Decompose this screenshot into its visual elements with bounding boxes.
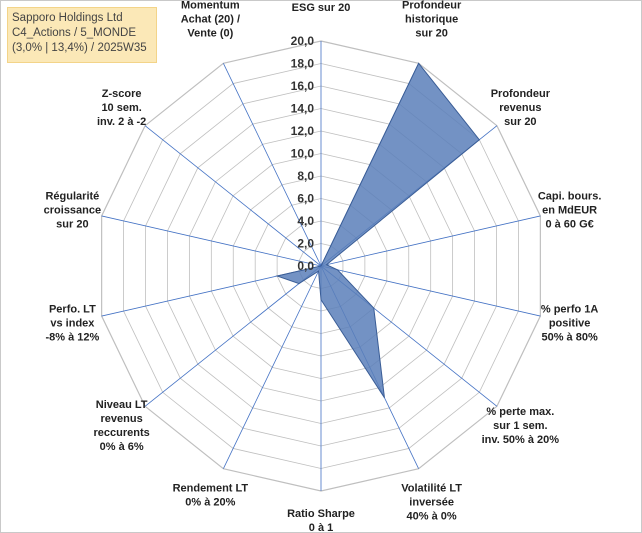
axis-spoke — [144, 265, 322, 407]
title-box: Sapporo Holdings Ltd C4_Actions / 5_MOND… — [7, 7, 157, 63]
axis-label: % perfo 1A positive 50% à 80% — [541, 304, 599, 344]
axis-spoke — [223, 63, 322, 267]
axis-spoke — [101, 215, 322, 267]
axis-label: Z-score 10 sem. inv. 2 à -2 — [97, 88, 146, 128]
axis-label: Profondeur historique sur 20 — [402, 0, 462, 39]
tick-label: 20,0 — [291, 34, 315, 48]
title-line-2: C4_Actions / 5_MONDE — [12, 27, 136, 39]
data-series-area — [275, 62, 481, 399]
axis-label: % perte max. sur 1 sem. inv. 50% à 20% — [482, 406, 560, 446]
axis-label: Volatilité LT inversée 40% à 0% — [401, 483, 462, 523]
title-line-3: (3,0% | 13,4%) / 2025W35 — [12, 42, 147, 54]
axis-label: Régularité croissance sur 20 — [44, 190, 101, 230]
axis-spoke — [320, 215, 541, 267]
tick-label: 16,0 — [291, 79, 315, 93]
tick-label: 12,0 — [291, 124, 315, 138]
axis-label: NoteESG sur 20 — [292, 0, 351, 14]
axis-label: Capi. bours. en MdEUR 0 à 60 G€ — [538, 190, 602, 230]
axis-label: Niveau LT revenus reccurents 0% à 6% — [94, 399, 150, 453]
tick-label: 6,0 — [297, 192, 314, 206]
axis-label: Profondeur revenus sur 20 — [491, 88, 551, 128]
tick-label: 4,0 — [297, 214, 314, 228]
axis-spoke — [320, 265, 541, 317]
axis-spoke — [223, 265, 322, 469]
tick-label: 8,0 — [297, 169, 314, 183]
title-line-1: Sapporo Holdings Ltd — [12, 12, 123, 24]
tick-label: 0,0 — [297, 259, 314, 273]
axis-label: Ratio Sharpe 0 à 1 — [287, 508, 355, 533]
tick-label: 14,0 — [291, 102, 315, 116]
axis-label: Perfo. LT vs index -8% à 12% — [45, 304, 99, 344]
axis-label: Momentum Achat (20) / Vente (0) — [181, 0, 240, 39]
axis-spoke — [144, 125, 322, 267]
tick-label: 18,0 — [291, 57, 315, 71]
axis-label: Rendement LT 0% à 20% — [173, 483, 249, 509]
tick-label: 10,0 — [291, 147, 315, 161]
tick-label: 2,0 — [297, 237, 314, 251]
